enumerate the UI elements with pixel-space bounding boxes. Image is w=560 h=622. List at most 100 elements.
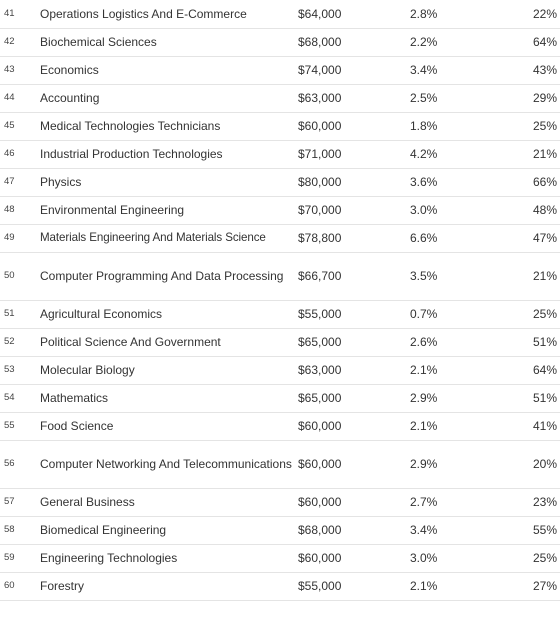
- unemployment-cell: 2.6%: [410, 335, 438, 349]
- major-cell: Materials Engineering And Materials Scie…: [40, 231, 266, 244]
- salary-cell: $66,700: [298, 269, 342, 283]
- percent-cell: 43%: [532, 63, 557, 77]
- unemployment-cell: 2.1%: [410, 579, 438, 593]
- rank-cell: 54: [4, 392, 15, 403]
- percent-cell: 29%: [532, 91, 557, 105]
- percent-cell: 23%: [532, 495, 557, 509]
- unemployment-cell: 2.9%: [410, 457, 438, 471]
- major-cell: Medical Technologies Technicians: [40, 119, 221, 133]
- percent-cell: 47%: [532, 231, 557, 245]
- rank-cell: 47: [4, 176, 15, 187]
- rank-cell: 60: [4, 580, 15, 591]
- major-cell: Computer Networking And Telecommunicatio…: [40, 457, 292, 471]
- percent-cell: 66%: [532, 175, 557, 189]
- major-cell: Computer Programming And Data Processing: [40, 269, 284, 283]
- unemployment-cell: 4.2%: [410, 147, 438, 161]
- salary-cell: $71,000: [298, 147, 342, 161]
- table-row: 57 General Business $60,000 2.7% 23%: [0, 488, 560, 516]
- unemployment-cell: 2.7%: [410, 495, 438, 509]
- unemployment-cell: 3.0%: [410, 203, 438, 217]
- unemployment-cell: 1.8%: [410, 119, 438, 133]
- salary-cell: $55,000: [298, 307, 342, 321]
- unemployment-cell: 3.0%: [410, 551, 438, 565]
- major-cell: Physics: [40, 175, 82, 189]
- table-row: 55 Food Science $60,000 2.1% 41%: [0, 412, 560, 440]
- major-cell: Environmental Engineering: [40, 203, 185, 217]
- table-row: 52 Political Science And Government $65,…: [0, 328, 560, 356]
- major-cell: Molecular Biology: [40, 363, 135, 377]
- unemployment-cell: 2.5%: [410, 91, 438, 105]
- rank-cell: 42: [4, 36, 15, 47]
- unemployment-cell: 2.2%: [410, 35, 438, 49]
- unemployment-cell: 3.4%: [410, 63, 438, 77]
- salary-cell: $80,000: [298, 175, 342, 189]
- percent-cell: 51%: [532, 391, 557, 405]
- major-cell: Economics: [40, 63, 99, 77]
- rank-cell: 41: [4, 7, 15, 19]
- table-row: 54 Mathematics $65,000 2.9% 51%: [0, 384, 560, 412]
- salary-cell: $70,000: [298, 203, 342, 217]
- salary-cell: $63,000: [298, 363, 342, 377]
- salary-cell: $60,000: [298, 419, 342, 433]
- table-row: 48 Environmental Engineering $70,000 3.0…: [0, 196, 560, 224]
- salary-cell: $74,000: [298, 63, 342, 77]
- rank-cell: 55: [4, 420, 15, 431]
- percent-cell: 20%: [532, 457, 557, 471]
- salary-cell: $78,800: [298, 231, 342, 245]
- table-row: 45 Medical Technologies Technicians $60,…: [0, 112, 560, 140]
- table-row: 42 Biochemical Sciences $68,000 2.2% 64%: [0, 28, 560, 56]
- table-row: 47 Physics $80,000 3.6% 66%: [0, 168, 560, 196]
- major-cell: Operations Logistics And E-Commerce: [40, 6, 247, 21]
- table-row: 50 Computer Programming And Data Process…: [0, 252, 560, 300]
- salary-cell: $60,000: [298, 551, 342, 565]
- major-cell: Agricultural Economics: [40, 307, 163, 321]
- table-row: 49 Materials Engineering And Materials S…: [0, 224, 560, 252]
- major-cell: Political Science And Government: [40, 335, 221, 349]
- unemployment-cell: 3.5%: [410, 269, 438, 283]
- major-cell: Mathematics: [40, 391, 109, 405]
- salary-cell: $65,000: [298, 391, 342, 405]
- percent-cell: 27%: [532, 579, 557, 593]
- percent-cell: 51%: [532, 335, 557, 349]
- unemployment-cell: 2.8%: [410, 6, 438, 21]
- unemployment-cell: 3.6%: [410, 175, 438, 189]
- rank-cell: 58: [4, 524, 15, 535]
- table-row: 59 Engineering Technologies $60,000 3.0%…: [0, 544, 560, 572]
- percent-cell: 21%: [532, 147, 557, 161]
- table-row: 58 Biomedical Engineering $68,000 3.4% 5…: [0, 516, 560, 544]
- unemployment-cell: 2.1%: [410, 419, 438, 433]
- major-cell: Engineering Technologies: [40, 551, 178, 565]
- rank-cell: 49: [4, 232, 15, 243]
- unemployment-cell: 3.4%: [410, 523, 438, 537]
- percent-cell: 25%: [532, 119, 557, 133]
- major-cell: General Business: [40, 495, 135, 509]
- major-cell: Biomedical Engineering: [40, 523, 167, 537]
- table-row: 41 Operations Logistics And E-Commerce $…: [0, 0, 560, 28]
- percent-cell: 64%: [532, 363, 557, 377]
- percent-cell: 25%: [532, 307, 557, 321]
- percent-cell: 55%: [532, 523, 557, 537]
- major-cell: Accounting: [40, 91, 100, 105]
- rank-cell: 56: [4, 458, 15, 469]
- table-row: 60 Forestry $55,000 2.1% 27%: [0, 572, 560, 600]
- salary-cell: $60,000: [298, 457, 342, 471]
- rank-cell: 50: [4, 270, 15, 281]
- unemployment-cell: 2.9%: [410, 391, 438, 405]
- salary-cell: $65,000: [298, 335, 342, 349]
- rank-cell: 44: [4, 92, 15, 103]
- table-row: 56 Computer Networking And Telecommunica…: [0, 440, 560, 488]
- salary-cell: $55,000: [298, 579, 342, 593]
- salary-cell: $60,000: [298, 495, 342, 509]
- salary-cell: $68,000: [298, 523, 342, 537]
- salary-cell: $60,000: [298, 119, 342, 133]
- salary-cell: $64,000: [298, 6, 342, 21]
- majors-table: 41 Operations Logistics And E-Commerce $…: [0, 0, 560, 600]
- percent-cell: 64%: [532, 35, 557, 49]
- rank-cell: 48: [4, 204, 15, 215]
- rank-cell: 59: [4, 552, 15, 563]
- major-cell: Biochemical Sciences: [40, 35, 157, 49]
- major-cell: Forestry: [40, 579, 85, 593]
- table-row: 51 Agricultural Economics $55,000 0.7% 2…: [0, 300, 560, 328]
- rank-cell: 57: [4, 496, 15, 507]
- table-row: 53 Molecular Biology $63,000 2.1% 64%: [0, 356, 560, 384]
